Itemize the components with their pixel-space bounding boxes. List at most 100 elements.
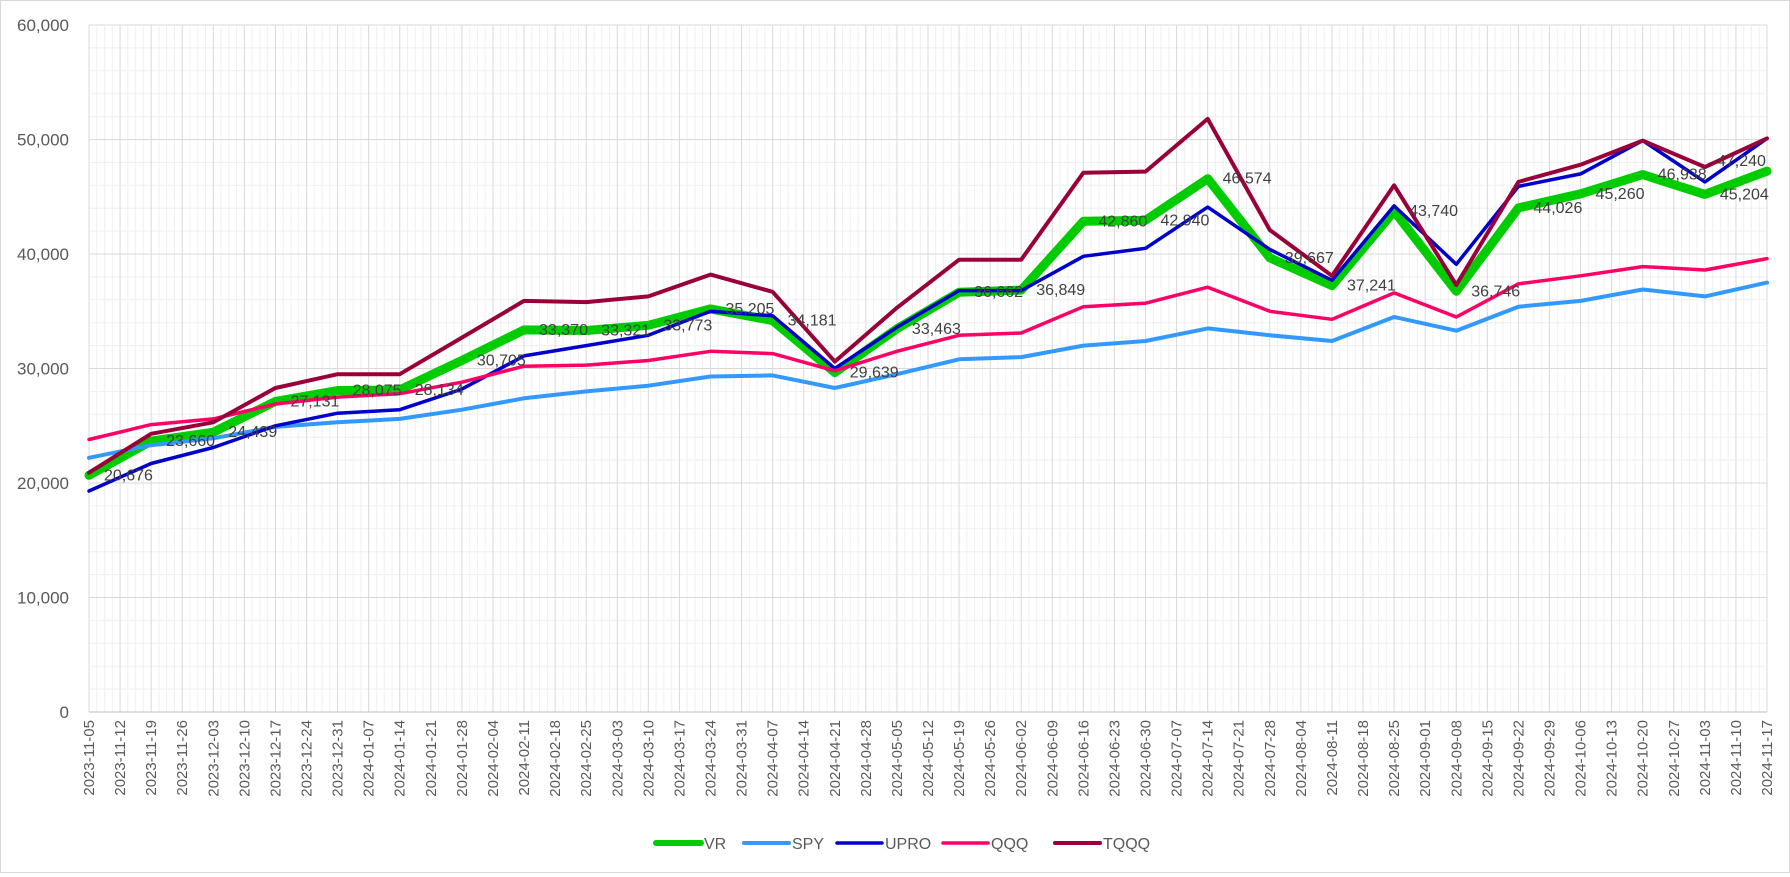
x-tick-label: 2024-04-14	[796, 720, 813, 797]
data-label: 37,241	[1347, 278, 1396, 295]
x-tick-label: 2024-09-01	[1417, 720, 1434, 797]
series-lines	[84, 116, 1772, 493]
legend[interactable]: VR SPY UPRO QQQ TQQQ	[653, 836, 1150, 853]
x-tick-label: 2024-08-18	[1355, 720, 1372, 797]
x-tick-label: 2024-05-05	[889, 720, 906, 797]
data-labels: 20,676 23,660 24,439 27,131 28,075 28,134 30,7…	[104, 153, 1769, 484]
x-tick-label: 2024-04-07	[765, 720, 782, 797]
x-tick-label: 2024-03-17	[671, 720, 688, 797]
x-tick-label: 2024-08-11	[1324, 720, 1341, 796]
x-tick-label: 2024-11-03	[1697, 720, 1714, 796]
x-tick-label: 2024-07-07	[1169, 720, 1186, 797]
x-tick-label: 2024-02-04	[485, 720, 502, 797]
legend-label: UPRO	[885, 836, 931, 853]
x-tick-label: 2024-03-31	[734, 720, 751, 797]
series-line-spy	[87, 280, 1769, 460]
x-tick-label: 2024-01-14	[392, 720, 409, 797]
x-tick-label: 2024-09-22	[1510, 720, 1527, 797]
data-label: 36,849	[1036, 282, 1085, 299]
data-label: 39,667	[1285, 250, 1334, 267]
x-tick-label: 2024-07-21	[1231, 720, 1248, 797]
data-label: 47,240	[1717, 153, 1766, 170]
data-label: 43,740	[1409, 203, 1458, 220]
legend-item-tqqq[interactable]: TQQQ	[1053, 836, 1150, 853]
data-label: 33,370	[539, 322, 588, 339]
y-tick-label: 10,000	[17, 589, 69, 608]
legend-item-qqq[interactable]: QQQ	[941, 836, 1028, 853]
x-tick-label: 2024-05-12	[920, 720, 937, 797]
data-label: 35,205	[725, 301, 774, 318]
x-tick-label: 2024-08-25	[1386, 720, 1403, 797]
x-tick-label: 2024-08-04	[1293, 720, 1310, 797]
x-tick-label: 2024-11-10	[1728, 720, 1745, 796]
legend-label: TQQQ	[1103, 836, 1150, 853]
x-tick-label: 2024-03-10	[640, 720, 657, 797]
data-label: 33,773	[663, 317, 712, 334]
x-tick-label: 2024-01-07	[361, 720, 378, 797]
legend-item-spy[interactable]: SPY	[742, 836, 824, 853]
x-tick-label: 2024-10-06	[1573, 720, 1590, 797]
legend-item-vr[interactable]: VR	[653, 836, 726, 853]
x-tick-label: 2023-12-31	[330, 720, 347, 797]
data-label: 24,439	[228, 424, 277, 441]
x-tick-label: 2024-10-20	[1635, 720, 1652, 797]
x-tick-label: 2024-07-28	[1262, 720, 1279, 797]
x-tick-label: 2024-02-18	[547, 720, 564, 797]
x-tick-label: 2023-11-05	[81, 720, 98, 796]
series-line-upro	[87, 136, 1769, 493]
data-label: 36,746	[1471, 283, 1520, 300]
data-label: 27,131	[290, 393, 339, 410]
y-tick-label: 60,000	[17, 16, 69, 35]
data-label: 45,204	[1720, 186, 1769, 203]
x-tick-label: 2024-09-15	[1479, 720, 1496, 797]
data-label: 46,938	[1658, 167, 1707, 184]
legend-label: QQQ	[991, 836, 1028, 853]
data-label: 45,260	[1596, 186, 1645, 203]
y-tick-label: 20,000	[17, 474, 69, 493]
x-tick-label: 2024-07-14	[1200, 720, 1217, 797]
data-label: 30,705	[477, 352, 526, 369]
y-tick-label: 0	[60, 703, 69, 722]
x-tick-label: 2024-10-27	[1666, 720, 1683, 797]
data-label: 23,660	[166, 433, 215, 450]
x-tick-label: 2024-05-26	[982, 720, 999, 797]
y-tick-label: 50,000	[17, 131, 69, 150]
x-tick-label: 2024-02-25	[578, 720, 595, 797]
x-tick-label: 2024-04-28	[858, 720, 875, 797]
x-tick-label: 2023-12-03	[205, 720, 222, 797]
data-label: 28,075	[353, 383, 402, 400]
x-tick-label: 2023-12-10	[236, 720, 253, 797]
legend-label: VR	[704, 836, 726, 853]
x-tick-label: 2024-06-16	[1075, 720, 1092, 797]
y-axis: 0 10,000 20,000 30,000 40,000 50,000 60,000	[17, 16, 69, 722]
y-tick-label: 30,000	[17, 360, 69, 379]
data-label: 20,676	[104, 467, 153, 484]
x-tick-label: 2023-11-12	[112, 720, 129, 796]
x-tick-label: 2024-03-03	[609, 720, 626, 797]
x-tick-label: 2024-06-30	[1138, 720, 1155, 797]
legend-item-upro[interactable]: UPRO	[835, 836, 931, 853]
x-tick-label: 2024-06-09	[1044, 720, 1061, 797]
x-tick-label: 2024-02-11	[516, 720, 533, 796]
data-label: 36,662	[974, 284, 1023, 301]
series-line-qqq	[87, 256, 1769, 442]
x-tick-label: 2024-09-08	[1448, 720, 1465, 797]
legend-label: SPY	[792, 836, 824, 853]
x-tick-label: 2024-05-19	[951, 720, 968, 797]
x-tick-label: 2024-11-17	[1759, 720, 1776, 796]
data-label: 46,574	[1223, 171, 1272, 188]
x-tick-label: 2023-11-19	[143, 720, 160, 796]
data-label: 44,026	[1533, 200, 1582, 217]
data-label: 29,639	[850, 365, 899, 382]
series-line-tqqq	[87, 116, 1769, 475]
x-tick-label: 2024-04-21	[827, 720, 844, 797]
x-tick-label: 2024-06-23	[1106, 720, 1123, 797]
data-label: 42,940	[1161, 212, 1210, 229]
x-tick-label: 2024-01-28	[454, 720, 471, 797]
x-axis: 2023-11-05 2023-11-12 2023-11-19 2023-11-26…	[81, 711, 1776, 797]
data-label: 33,321	[601, 322, 650, 339]
x-tick-label: 2024-01-21	[423, 720, 440, 797]
x-tick-label: 2024-09-29	[1541, 720, 1558, 797]
